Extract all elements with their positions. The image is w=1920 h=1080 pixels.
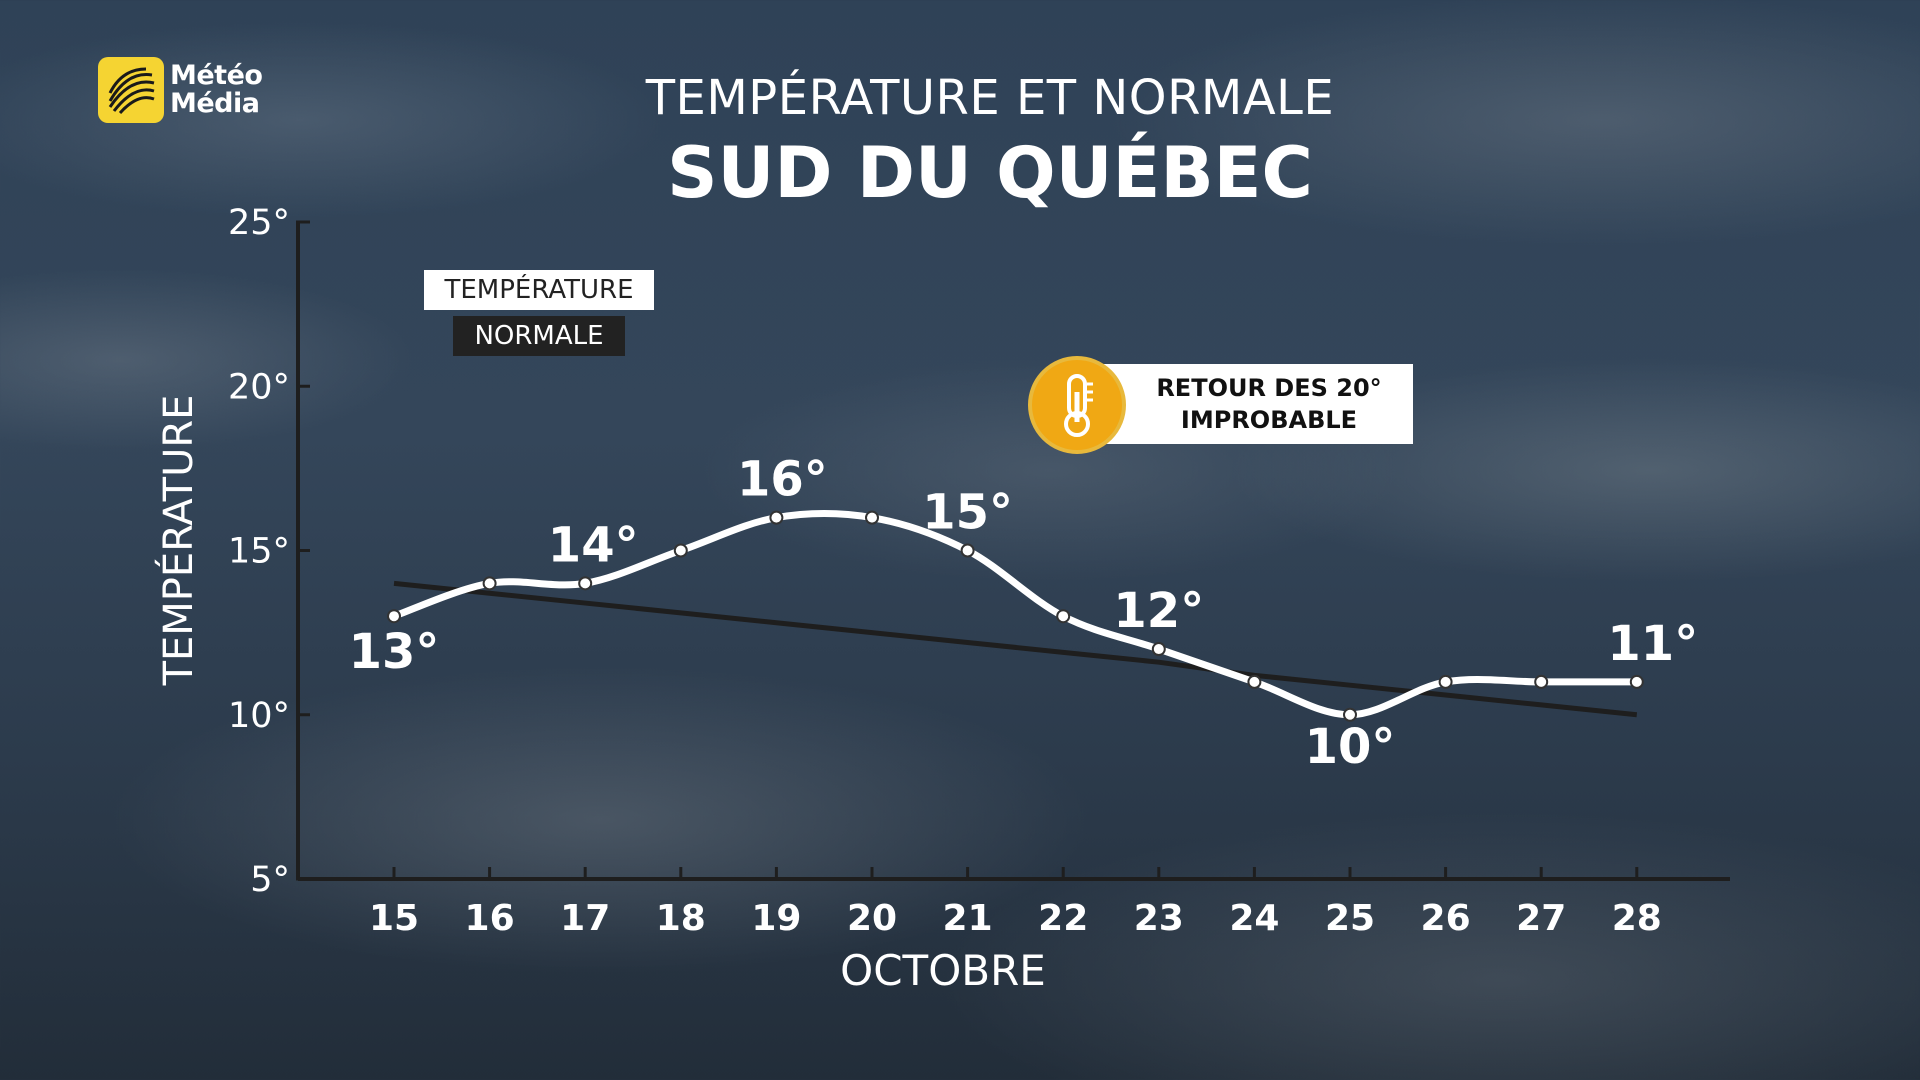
chart-title: TEMPÉRATURE ET NORMALE: [645, 70, 1335, 126]
temperature-point: [1247, 674, 1262, 689]
temperature-point: [1629, 674, 1644, 689]
y-tick-label: 20°: [228, 367, 290, 407]
x-tick-label: 26: [1421, 898, 1471, 939]
x-tick-label: 25: [1325, 898, 1375, 939]
y-tick-label: 25°: [228, 203, 290, 243]
temperature-point: [865, 510, 879, 525]
x-tick-label: 17: [560, 898, 610, 939]
x-tick-label: 15: [369, 898, 419, 939]
temperature-point: [1151, 642, 1166, 657]
temperature-point: [769, 510, 784, 525]
data-label: 13°: [349, 624, 440, 680]
data-label: 16°: [737, 452, 828, 508]
temperature-point: [673, 543, 688, 558]
y-tick-label: 15°: [228, 532, 290, 572]
x-axis-label: OCTOBRE: [840, 946, 1046, 995]
temperature-point: [1438, 674, 1453, 689]
temperature-point: [1056, 609, 1071, 624]
x-tick-label: 19: [751, 898, 801, 939]
data-label: 11°: [1607, 616, 1698, 672]
temperature-point: [1534, 674, 1549, 689]
logo-line1: Météo: [170, 60, 263, 91]
temperature-point: [578, 576, 593, 591]
alert-line1: RETOUR DES 20°: [1156, 374, 1382, 402]
x-tick-label: 21: [943, 898, 993, 939]
thermometer-icon: [1028, 356, 1126, 454]
temperature-point: [482, 576, 497, 591]
y-tick-label: 5°: [250, 860, 290, 900]
globe-icon: [98, 57, 164, 123]
legend-temperature: TEMPÉRATURE: [424, 270, 654, 310]
data-label: 14°: [548, 517, 639, 573]
data-label: 12°: [1113, 583, 1204, 639]
alert-line2: IMPROBABLE: [1180, 406, 1358, 434]
data-label: 15°: [922, 485, 1013, 541]
x-tick-label: 24: [1229, 898, 1279, 939]
temperature-point: [960, 543, 975, 558]
temperature-point: [1343, 707, 1357, 722]
temperature-series-line: [390, 510, 1641, 719]
normal-series-line: [393, 580, 1638, 718]
x-tick-label: 28: [1612, 898, 1662, 939]
logo-wordmark: Météo Média: [170, 60, 263, 119]
chart-region-title: SUD DU QUÉBEC: [667, 132, 1313, 214]
y-tick-label: 10°: [228, 696, 290, 736]
logo-line2: Média: [170, 88, 260, 119]
x-tick-label: 27: [1516, 898, 1566, 939]
x-tick-label: 18: [656, 898, 706, 939]
x-tick-label: 22: [1038, 898, 1088, 939]
temperature-point: [387, 609, 401, 624]
x-tick-label: 23: [1134, 898, 1184, 939]
y-axis-label: TEMPÉRATURE: [154, 395, 202, 687]
meteomedia-logo: Météo Média: [98, 57, 263, 123]
data-label: 10°: [1305, 719, 1396, 775]
x-tick-label: 20: [847, 898, 897, 939]
alert-callout: RETOUR DES 20° IMPROBABLE: [1085, 364, 1413, 444]
legend-normal: NORMALE: [453, 316, 625, 356]
x-tick-label: 16: [465, 898, 515, 939]
